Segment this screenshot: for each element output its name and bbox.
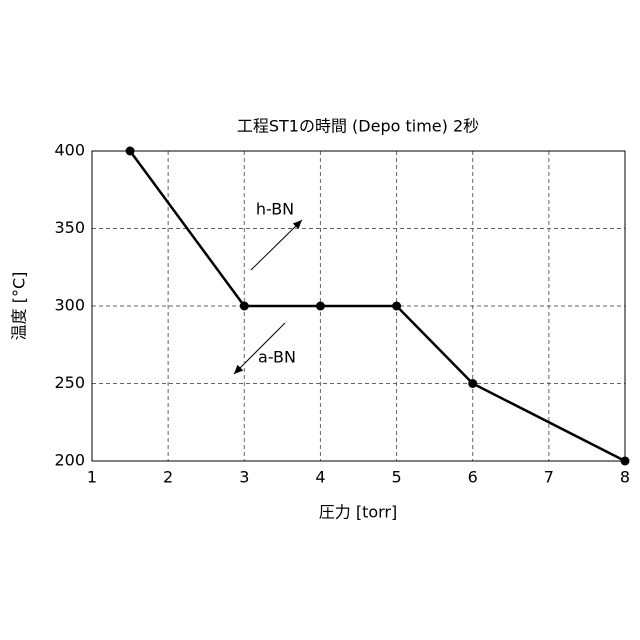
data-point: [392, 302, 401, 311]
arrow: [251, 220, 302, 270]
x-tick-label: 8: [620, 468, 630, 487]
data-point: [621, 457, 630, 466]
y-axis-label: 温度 [°C]: [10, 272, 29, 341]
chart-title: 工程ST1の時間 (Depo time) 2秒: [237, 117, 479, 136]
x-tick-label: 6: [468, 468, 478, 487]
data-point: [126, 147, 135, 156]
y-tick-label: 400: [54, 141, 85, 160]
x-tick-label: 1: [87, 468, 97, 487]
y-tick-label: 350: [54, 218, 85, 237]
y-tick-label: 300: [54, 296, 85, 315]
x-tick-label: 7: [544, 468, 554, 487]
x-tick-label: 3: [239, 468, 249, 487]
annotation: a-BN: [258, 348, 296, 367]
data-point: [468, 379, 477, 388]
x-axis-label: 圧力 [torr]: [319, 503, 398, 522]
x-tick-label: 5: [391, 468, 401, 487]
annotation: h-BN: [256, 200, 294, 219]
x-tick-label: 2: [163, 468, 173, 487]
data-point: [316, 302, 325, 311]
y-tick-label: 200: [54, 451, 85, 470]
y-tick-label: 250: [54, 373, 85, 392]
x-tick-label: 4: [315, 468, 325, 487]
chart: 工程ST1の時間 (Depo time) 2秒 圧力 [torr] 温度 [°C…: [0, 0, 640, 640]
data-point: [240, 302, 249, 311]
